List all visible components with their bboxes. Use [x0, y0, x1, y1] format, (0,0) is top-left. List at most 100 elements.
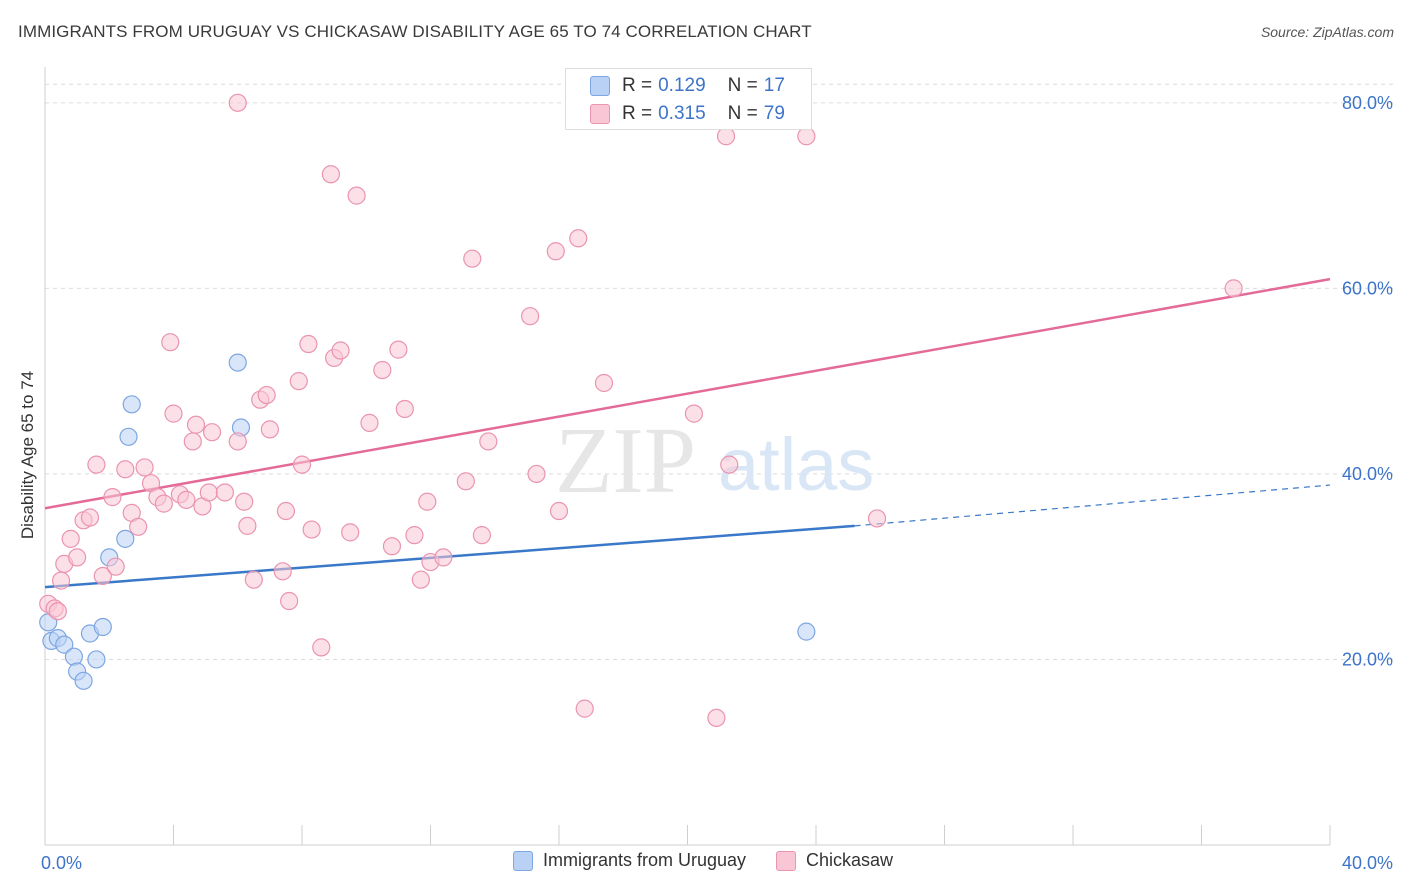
point-chickasaw: [405, 526, 424, 545]
point-chickasaw: [575, 699, 594, 718]
point-chickasaw: [549, 501, 569, 521]
legend-label-uruguay: Immigrants from Uruguay: [542, 850, 747, 870]
point-chickasaw: [116, 460, 135, 479]
point-chickasaw: [418, 492, 437, 511]
y-tick-label: 80.0%: [1342, 93, 1393, 113]
point-chickasaw: [61, 529, 80, 548]
point-chickasaw: [341, 523, 360, 542]
point-chickasaw: [215, 483, 234, 502]
watermark-zip: ZIP: [555, 409, 696, 513]
point-chickasaw: [299, 334, 318, 354]
point-chickasaw: [257, 385, 276, 405]
point-chickasaw: [280, 591, 299, 611]
legend-entry-chickasaw[interactable]: Chickasaw: [776, 850, 893, 871]
point-chickasaw: [382, 537, 402, 556]
point-chickasaw: [797, 127, 816, 146]
legend-entry-uruguay[interactable]: Immigrants from Uruguay: [512, 850, 747, 871]
stats-swatch-chickasaw: [590, 104, 610, 124]
point-chickasaw: [80, 508, 100, 527]
point-chickasaw: [707, 708, 726, 728]
point-uruguay: [797, 622, 816, 641]
point-chickasaw: [395, 399, 414, 419]
legend-swatch-uruguay: [512, 850, 533, 871]
point-chickasaw: [684, 404, 704, 423]
watermark-atlas: atlas: [718, 423, 874, 506]
point-chickasaw: [434, 548, 453, 567]
x-tick-label: 40.0%: [1342, 853, 1393, 873]
y-axis-label: Disability Age 65 to 74: [18, 371, 37, 539]
x-tick-label: 0.0%: [41, 853, 82, 873]
point-uruguay: [116, 529, 135, 548]
legend-swatch-chickasaw: [776, 850, 797, 871]
point-chickasaw: [161, 333, 180, 352]
y-tick-label: 60.0%: [1342, 278, 1393, 298]
point-chickasaw: [177, 490, 196, 509]
bottom-legend: Immigrants from Uruguay Chickasaw: [0, 850, 1406, 871]
point-chickasaw: [289, 372, 308, 391]
point-chickasaw: [87, 455, 106, 474]
point-chickasaw: [867, 509, 887, 528]
point-chickasaw: [235, 492, 254, 511]
point-chickasaw: [347, 186, 366, 205]
r-label: R =: [622, 103, 653, 124]
point-chickasaw: [373, 360, 392, 380]
point-chickasaw: [93, 566, 112, 586]
point-chickasaw: [472, 526, 491, 545]
point-chickasaw: [244, 570, 263, 589]
point-chickasaw: [321, 165, 341, 184]
point-uruguay: [228, 353, 247, 372]
r-label: R =: [622, 75, 653, 96]
point-uruguay: [122, 395, 141, 414]
point-chickasaw: [238, 516, 257, 535]
point-uruguay: [119, 427, 138, 446]
point-chickasaw: [302, 520, 321, 539]
point-chickasaw: [273, 562, 292, 581]
point-chickasaw: [594, 373, 614, 393]
point-chickasaw: [228, 93, 247, 112]
grid-lines: [45, 83, 1394, 660]
n-label: N =: [727, 75, 758, 96]
stats-row-chickasaw: R = 0.315 N = 79: [590, 103, 785, 125]
point-chickasaw: [716, 127, 736, 146]
point-chickasaw: [199, 483, 218, 502]
point-chickasaw: [51, 571, 71, 590]
trend-line-chickasaw: [44, 277, 1331, 510]
point-chickasaw: [720, 455, 739, 474]
watermark: ZIP atlas: [555, 409, 874, 513]
point-chickasaw: [389, 340, 408, 359]
point-chickasaw: [569, 229, 588, 248]
point-chickasaw: [527, 464, 546, 484]
point-chickasaw: [276, 501, 296, 521]
r-value: 0.129: [658, 75, 706, 96]
data-points: [39, 93, 1243, 728]
source-label: Source: ZipAtlas.com: [1260, 24, 1394, 40]
n-value: 79: [763, 103, 785, 124]
stats-legend: R = 0.129 N = 17 R = 0.315 N = 79: [565, 68, 812, 130]
n-value: 17: [763, 75, 785, 96]
point-chickasaw: [456, 472, 475, 491]
point-chickasaw: [48, 602, 67, 621]
n-label: N =: [727, 103, 758, 124]
point-chickasaw: [228, 432, 247, 451]
point-uruguay: [74, 671, 93, 690]
point-uruguay: [87, 650, 106, 669]
axes: [44, 67, 1331, 846]
point-chickasaw: [479, 432, 498, 451]
point-chickasaw: [260, 420, 279, 439]
point-chickasaw: [202, 423, 222, 442]
point-uruguay: [55, 635, 74, 654]
stats-swatch-uruguay: [590, 76, 610, 96]
y-tick-label: 20.0%: [1342, 649, 1393, 669]
point-chickasaw: [135, 458, 154, 477]
point-chickasaw: [411, 570, 430, 589]
point-chickasaw: [546, 242, 565, 261]
point-chickasaw: [331, 341, 350, 360]
point-chickasaw: [164, 404, 183, 423]
point-uruguay: [64, 647, 84, 666]
point-chickasaw: [103, 488, 122, 507]
point-chickasaw: [129, 517, 148, 536]
point-chickasaw: [312, 638, 331, 657]
point-chickasaw: [463, 249, 482, 268]
point-chickasaw: [183, 432, 202, 451]
point-chickasaw: [360, 413, 379, 432]
